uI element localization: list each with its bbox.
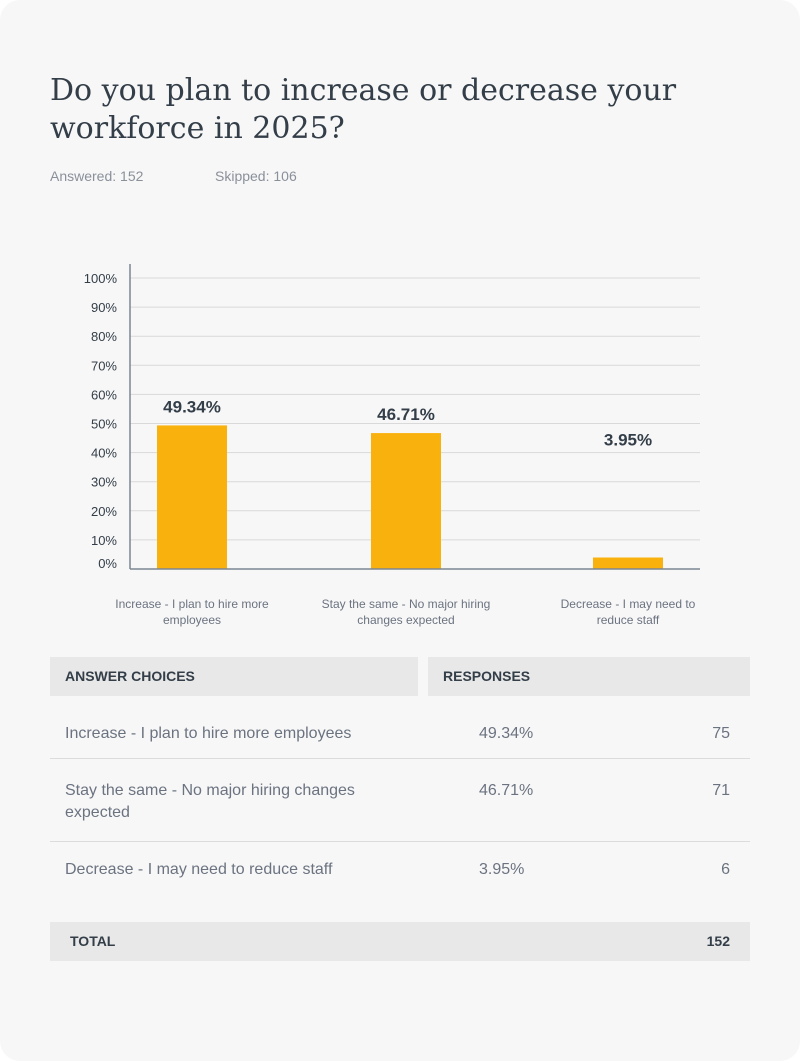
- data-label: 3.95%: [604, 431, 652, 450]
- data-label: 49.34%: [163, 397, 221, 416]
- bar: [593, 557, 663, 569]
- skipped-count: Skipped: 106: [215, 168, 297, 184]
- response-count: 75: [712, 725, 730, 742]
- table-total-row: TOTAL 152: [50, 922, 750, 961]
- bar-chart: 0% 10% 20% 30% 40% 50% 60% 70% 80% 90% 100% 49.34% 4…: [84, 264, 700, 571]
- total-value: 152: [706, 933, 730, 949]
- y-tick-label: 0%: [98, 556, 117, 571]
- y-tick-label: 20%: [91, 504, 117, 519]
- table-header-responses: RESPONSES: [428, 657, 750, 696]
- y-tick-label: 30%: [91, 475, 117, 490]
- table-row: Increase - I plan to hire more employees…: [50, 696, 750, 759]
- question-title: Do you plan to increase or decrease your…: [50, 73, 677, 146]
- response-count: 6: [721, 861, 730, 878]
- y-tick-label: 10%: [91, 533, 117, 548]
- y-tick-label: 40%: [91, 446, 117, 461]
- x-axis-label-decrease: Decrease - I may need to reduce staff: [560, 597, 696, 627]
- response-percent: 3.95%: [479, 861, 525, 878]
- table-header-answer-choices: ANSWER CHOICES: [50, 657, 418, 696]
- y-tick-label: 100%: [84, 271, 118, 286]
- response-percent: 49.34%: [479, 725, 534, 742]
- y-tick-label: 80%: [91, 329, 117, 344]
- y-tick-label: 70%: [91, 358, 117, 373]
- answer-choice: Stay the same - No major hiring changes …: [65, 782, 355, 821]
- table-row: Decrease - I may need to reduce staff 3.…: [50, 842, 750, 902]
- bar: [371, 433, 441, 569]
- data-label: 46.71%: [377, 405, 435, 424]
- x-axis-label-increase: Increase - I plan to hire more employees: [115, 597, 269, 627]
- table-row: Stay the same - No major hiring changes …: [50, 759, 750, 842]
- y-tick-label: 90%: [91, 300, 117, 315]
- x-axis-label-stay-same: Stay the same - No major hiring changes …: [321, 597, 491, 627]
- response-percent: 46.71%: [479, 782, 534, 799]
- y-tick-label: 60%: [91, 387, 117, 402]
- bar: [157, 425, 227, 569]
- total-label: TOTAL: [70, 933, 116, 949]
- response-count: 71: [712, 782, 730, 799]
- answered-count: Answered: 152: [50, 168, 144, 184]
- answer-choice: Increase - I plan to hire more employees: [65, 725, 352, 742]
- y-tick-label: 50%: [91, 417, 117, 432]
- answer-choice: Decrease - I may need to reduce staff: [65, 861, 333, 878]
